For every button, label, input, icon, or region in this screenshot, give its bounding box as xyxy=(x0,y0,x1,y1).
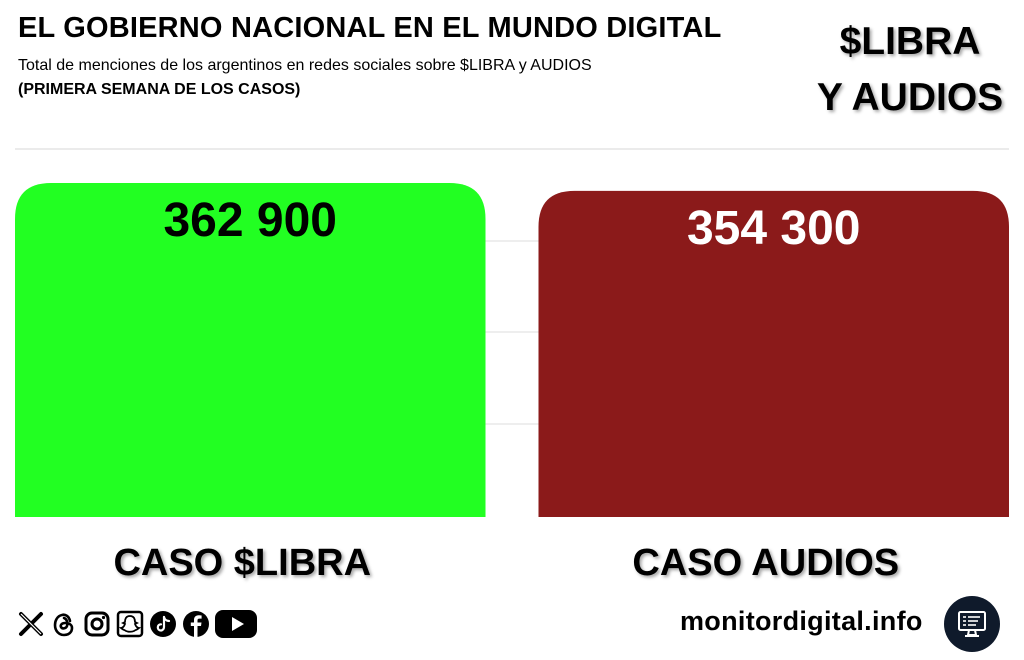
instagram-icon[interactable] xyxy=(82,609,112,639)
topic-badge: $LIBRA Y AUDIOS xyxy=(810,14,1010,126)
x-icon[interactable] xyxy=(16,609,46,639)
snapchat-icon[interactable] xyxy=(115,609,145,639)
chart-title: EL GOBIERNO NACIONAL EN EL MUNDO DIGITAL xyxy=(18,12,722,44)
bar-1 xyxy=(538,190,1009,517)
bar-chart: 362 900 CASO $LIBRA 354 300 CASO AUDIOS xyxy=(15,183,1009,584)
bar-0 xyxy=(15,183,486,517)
monitor-icon[interactable] xyxy=(944,596,1000,652)
youtube-icon[interactable] xyxy=(214,609,258,639)
facebook-icon[interactable] xyxy=(181,609,211,639)
header-divider xyxy=(15,148,1009,150)
site-link[interactable]: monitordigital.info xyxy=(680,606,923,636)
badge-line-2: Y AUDIOS xyxy=(816,76,1004,119)
chart-period: (PRIMERA SEMANA DE LOS CASOS) xyxy=(18,81,301,98)
threads-icon[interactable] xyxy=(49,609,79,639)
social-icons xyxy=(16,608,258,640)
chart-subtitle: Total de menciones de los argentinos en … xyxy=(18,57,592,74)
value-label-1: 354 300 xyxy=(687,202,861,255)
badge-line-1: $LIBRA xyxy=(839,20,981,63)
value-label-0: 362 900 xyxy=(163,194,337,247)
tiktok-icon[interactable] xyxy=(148,609,178,639)
category-label-0: CASO $LIBRA xyxy=(113,542,371,584)
category-label-1: CASO AUDIOS xyxy=(632,542,899,584)
